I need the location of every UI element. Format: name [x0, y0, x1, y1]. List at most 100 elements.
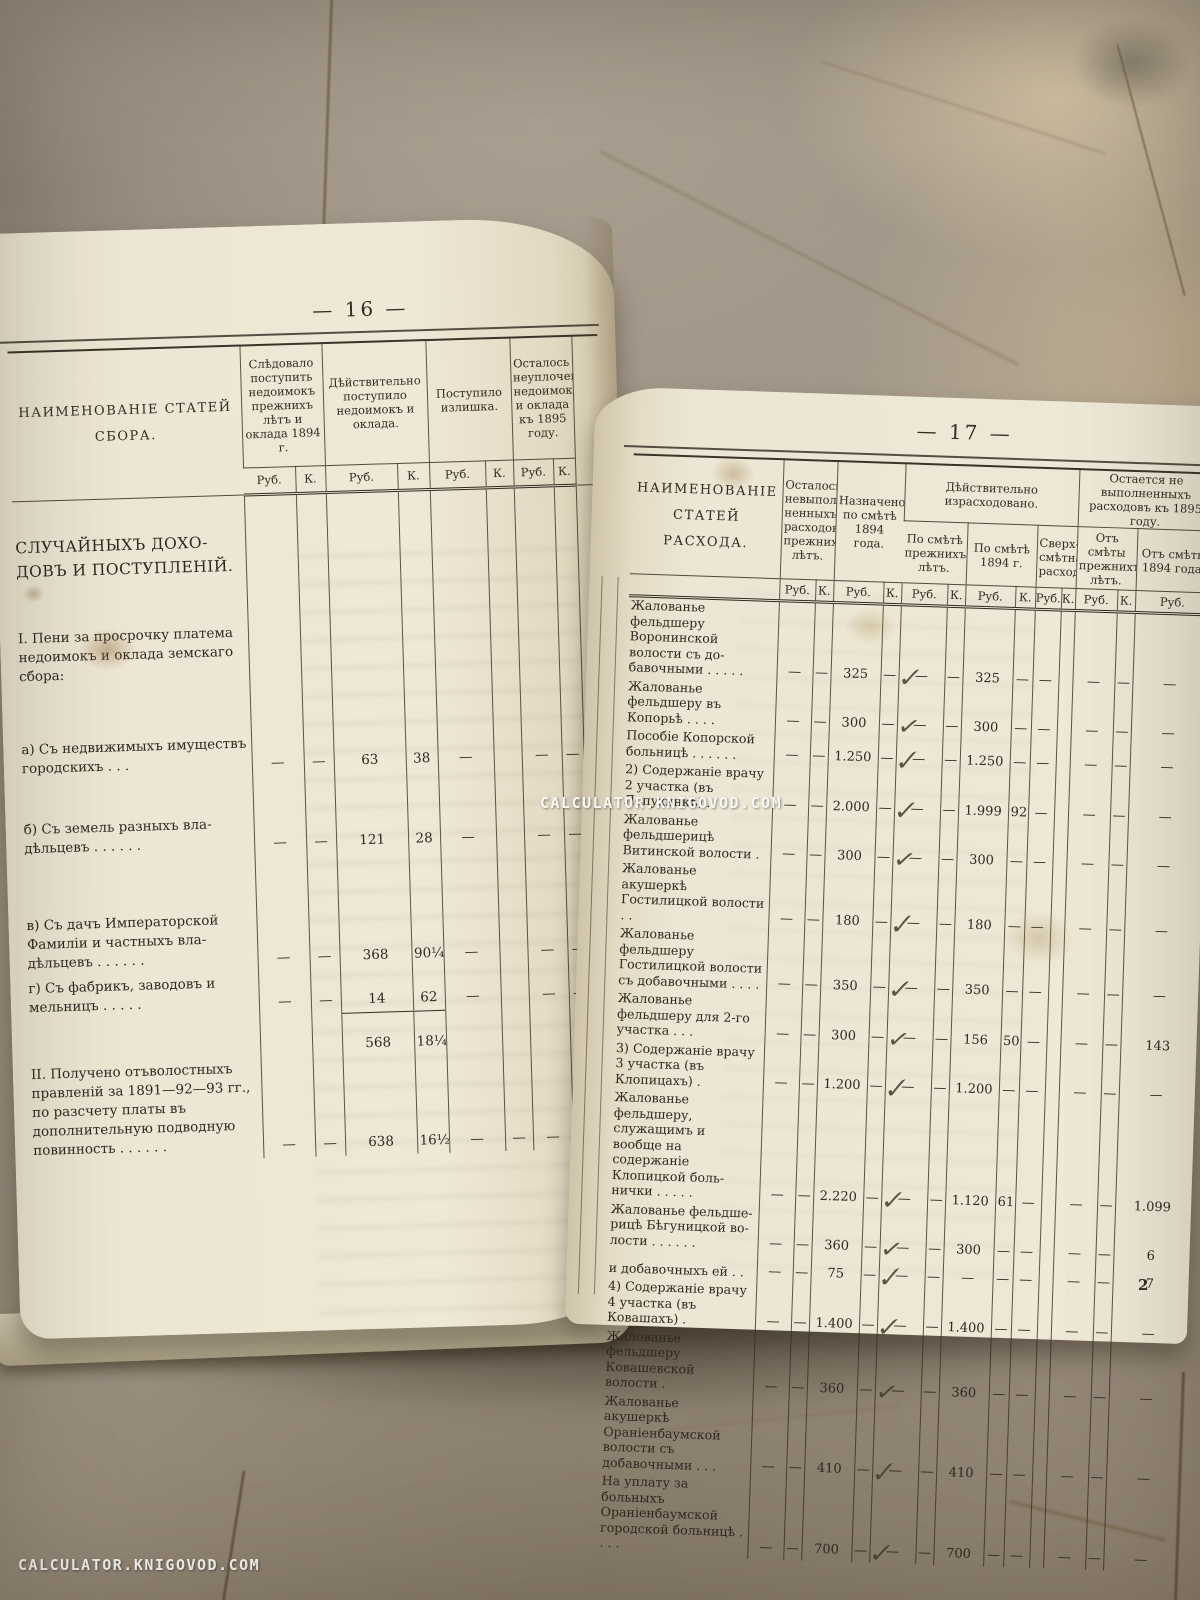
cell-spent-1894-rub: 156 [950, 1001, 1002, 1053]
cell-unfulfilled-kop: — [800, 996, 820, 1047]
cell-spent-over-rub: — [1032, 609, 1061, 692]
cell-spent-1894-kop: — [1006, 823, 1028, 874]
cell-assigned-kop: — [868, 998, 888, 1049]
pencil-checkmark: ✓ [886, 1023, 912, 1051]
cell-unfulfilled-kop: — [788, 1333, 809, 1400]
cell-spent-1894-kop: — [1003, 872, 1027, 939]
cell-spent-over-rub: — [1027, 774, 1056, 825]
cell-due-rub [246, 579, 302, 685]
cell-spent-1894-kop: 92 [1007, 773, 1030, 825]
cell-assigned-rub: 1.200 [816, 1046, 869, 1098]
kop-header: К. [1014, 586, 1036, 610]
cell-spent-1894-rub: 410 [935, 1403, 989, 1486]
cell-due-kop: — [309, 968, 342, 1014]
cell-surplus-kop [499, 963, 530, 1009]
cell-left-prev-kop: — [1102, 1006, 1122, 1057]
cell-left-prev-rub: — [1063, 874, 1109, 942]
cell-remaining-rub: — [530, 1049, 574, 1150]
cell-due-rub: — [257, 969, 312, 1016]
cell-spent-prev-kop: — [939, 771, 960, 822]
cell-unfulfilled-rub: — [757, 1205, 795, 1257]
table-row: в) Съ дачъ Императорской Фамиліи и частн… [23, 845, 616, 978]
col-head-name: НАИМЕНОВАНІЕ СТАТЕЙ СБОРА. [7, 345, 244, 502]
rub-header: Руб. [243, 466, 296, 496]
cell-left-prev-rub: — [1061, 939, 1106, 1007]
cell-unfulfilled-rub: — [754, 1282, 793, 1334]
cell-spent-over-rub: — [1003, 1486, 1032, 1568]
row-label: б) Съ земель разныхъ вла­дѣльцевъ . . . … [23, 816, 212, 858]
kop-header: К. [484, 459, 514, 488]
row-label: Жалованье фельдшеру, служащимъ и вообще … [611, 1089, 725, 1200]
cell-spent-1894-rub: 360 [938, 1338, 991, 1406]
cell-assigned-rub: 410 [803, 1399, 857, 1482]
col-head-spent-1894: По смѣтѣ 1894 г. [965, 522, 1038, 588]
cell-unfulfilled-rub: — [747, 1477, 786, 1560]
page-number-16: — 16 — [311, 295, 409, 323]
cell-assigned-kop: — [872, 868, 893, 935]
cell-received-kop: 38 [403, 678, 439, 772]
cell-due-kop [311, 1012, 343, 1058]
col-head-spent-over: Сверх­смѣтнаго расхода. [1035, 525, 1078, 589]
pencil-checkmark: ✓ [880, 1184, 908, 1211]
cell-left-prev-kop: — [1109, 777, 1130, 828]
cell-left-prev-kop: — [1100, 1055, 1121, 1106]
cell-left-1894-rub: — [1110, 1294, 1187, 1347]
cell-left-1894-rub: — [1126, 827, 1200, 880]
cell-left-prev-kop: — [1108, 826, 1128, 877]
cell-spent-over-rub: — [1023, 873, 1053, 940]
cell-assigned-kop: — [858, 1286, 879, 1337]
cell-unfulfilled-kop: — [793, 1206, 813, 1257]
cell-assigned-rub: 2.220 [812, 1095, 867, 1209]
rub-header: Руб. [1074, 588, 1118, 612]
col-head-remaining: Осталось неуплоченныхъ недоимокъ и оклад… [509, 335, 575, 460]
pencil-checkmark: ✓ [895, 743, 922, 772]
col-head-left-prev: Отъ смѣты прежнихъ лѣтъ. [1075, 526, 1138, 591]
cell-spent-prev-rub: — ✓ [874, 1336, 923, 1403]
rub-header: Руб. [512, 458, 554, 488]
cell-unfulfilled-rub: — [774, 682, 813, 734]
pencil-checkmark: ✓ [893, 794, 921, 822]
cell-surplus-rub: — [443, 964, 502, 1010]
cell-spent-prev-rub: — ✓ [876, 1286, 925, 1338]
pencil-checkmark: ✓ [879, 1234, 905, 1261]
cell-unfulfilled-rub: — [776, 600, 815, 684]
cell-surplus-kop [501, 1007, 531, 1052]
cell-left-prev-rub: — [1067, 775, 1112, 827]
cell-left-prev-kop: — [1105, 876, 1127, 942]
cell-spent-prev-rub: — ✓ [887, 934, 936, 1001]
rub-header: Руб. [1034, 587, 1062, 611]
cell-surplus-kop [485, 487, 517, 575]
cell-spent-over-rub: — [1008, 1340, 1037, 1407]
cell-left-1894-rub: 143 [1120, 1006, 1196, 1059]
cell-unfulfilled-kop: — [801, 931, 823, 997]
cell-remaining-rub: — [524, 847, 568, 964]
cell-unfulfilled-rub: — [768, 865, 807, 932]
row-label: Жалованье фельдшерицѣ Витинской волости … [622, 810, 760, 862]
cell-surplus-rub: — [440, 849, 500, 966]
cell-assigned-rub: 2.000 [825, 767, 878, 820]
cell-unfulfilled-rub: — [765, 930, 805, 997]
cell-unfulfilled-rub: — [756, 1254, 794, 1285]
cell-unfulfilled-kop: — [804, 866, 825, 932]
cell-received-kop [397, 489, 433, 577]
cell-received-rub [325, 490, 401, 580]
cell-spent-prev-rub: — ✓ [898, 604, 947, 689]
row-label: Жалованье акушеркѣ Гостилицкой волости .… [620, 860, 765, 922]
col-head-due: Слѣдовало поступить недоимокъ прежнихъ л… [239, 343, 326, 468]
cell-spent-1894-rub: 1.250 [959, 738, 1011, 774]
rub-header: Руб. [1134, 590, 1200, 615]
cell-left-prev-kop: — [1095, 1216, 1115, 1267]
cell-spent-1894-kop: — [983, 1485, 1006, 1567]
cell-left-prev-rub: — [1054, 1103, 1101, 1217]
col-head-name: НАИМЕНОВАНІЕ СТАТЕЙ РАСХОДА. [629, 454, 784, 579]
cell-assigned-kop: — [869, 933, 890, 1000]
table-row: а) Съ недвижимыхъ иму­ществъ городскихъ … [18, 673, 611, 783]
book-page-16: — 16 — НАИМЕНОВАНІЕ СТАТЕЙ СБОРА. Слѣдов… [0, 215, 645, 1415]
cell-assigned-kop: — [878, 686, 899, 737]
cell-unfulfilled-rub: — [758, 1093, 799, 1207]
cell-left-prev-rub: — [1069, 741, 1113, 778]
cell-spent-over-rub: — [1012, 1263, 1040, 1293]
cell-unfulfilled-kop: — [809, 733, 829, 768]
row-label: 3) Содержаніе врачу 3 участка (въ Клопиц… [614, 1039, 756, 1089]
cell-spent-prev-rub: — ✓ [886, 999, 934, 1051]
